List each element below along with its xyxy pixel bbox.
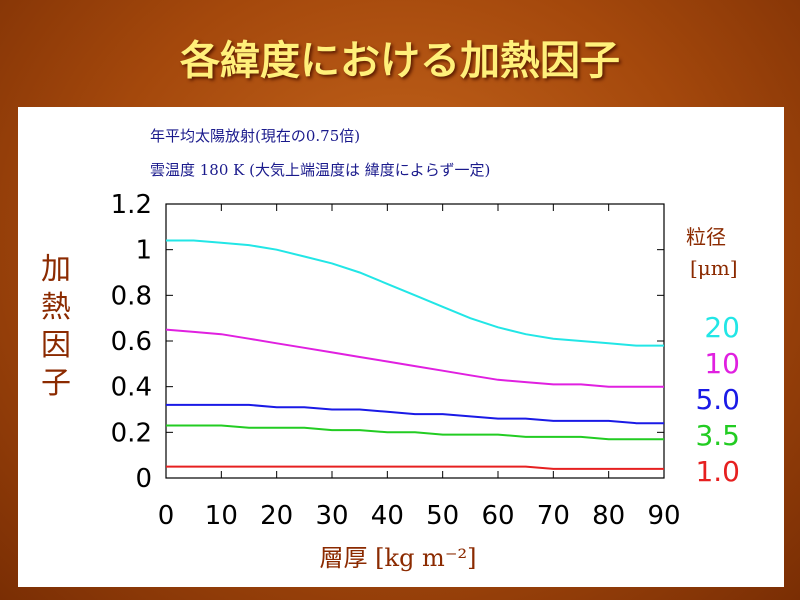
- legend-item-5-0: 5.0: [695, 383, 740, 416]
- legend-item-20: 20: [704, 311, 740, 344]
- legend-item-10: 10: [704, 347, 740, 380]
- y-axis-label-char: 子: [41, 366, 71, 401]
- annotation-cloud-temp: 雲温度 180 K (大気上端温度は 緯度によらず一定): [150, 161, 490, 179]
- legend-item-1-0: 1.0: [695, 455, 740, 488]
- x-tick-label: 80: [592, 501, 625, 531]
- annotation-solar: 年平均太陽放射(現在の0.75倍): [150, 127, 360, 145]
- x-tick-label: 20: [260, 501, 293, 531]
- series-line-1-0: [166, 465, 664, 470]
- legend-title: 粒径: [686, 225, 726, 249]
- y-tick-label: 0: [135, 464, 152, 494]
- y-axis-label-char: 加: [41, 252, 71, 287]
- x-tick-label: 0: [158, 501, 175, 531]
- x-tick-label: 10: [205, 501, 238, 531]
- y-tick-label: 1: [135, 236, 152, 266]
- slide-title: 各緯度における加熱因子: [180, 38, 620, 84]
- y-tick-label: 1.2: [111, 190, 152, 220]
- plot-area: 0 0.2 0.4 0.6 0.8 1 1.2 0 10 20 30 40 50 60 70 80 90: [111, 190, 681, 531]
- x-tick-label: 70: [537, 501, 570, 531]
- x-axis-label: 層厚 [kg m⁻²]: [320, 544, 477, 572]
- series-line-3-5: [166, 424, 664, 441]
- chart-panel: 年平均太陽放射(現在の0.75倍) 雲温度 180 K (大気上端温度は 緯度に…: [18, 107, 784, 587]
- y-tick-label: 0.2: [111, 418, 152, 448]
- series-line-10: [165, 328, 664, 388]
- y-tick-label: 0.8: [111, 281, 152, 311]
- y-axis-label: 加熱因子: [41, 252, 71, 401]
- legend-item-3-5: 3.5: [695, 419, 740, 452]
- x-tick-label: 30: [315, 501, 348, 531]
- legend-unit: [μm]: [690, 256, 738, 280]
- x-tick-label: 60: [481, 501, 514, 531]
- y-tick-label: 0.6: [111, 327, 152, 357]
- y-tick-label: 0.4: [111, 373, 152, 403]
- series-line-20: [166, 239, 664, 347]
- x-tick-label: 50: [426, 501, 459, 531]
- x-tick-label: 90: [647, 501, 680, 531]
- y-axis-label-char: 熱: [41, 290, 71, 325]
- y-axis-label-char: 因: [41, 328, 71, 363]
- line-chart: 年平均太陽放射(現在の0.75倍) 雲温度 180 K (大気上端温度は 緯度に…: [41, 127, 740, 572]
- series-line-5-0: [166, 403, 664, 425]
- x-tick-label: 40: [371, 501, 404, 531]
